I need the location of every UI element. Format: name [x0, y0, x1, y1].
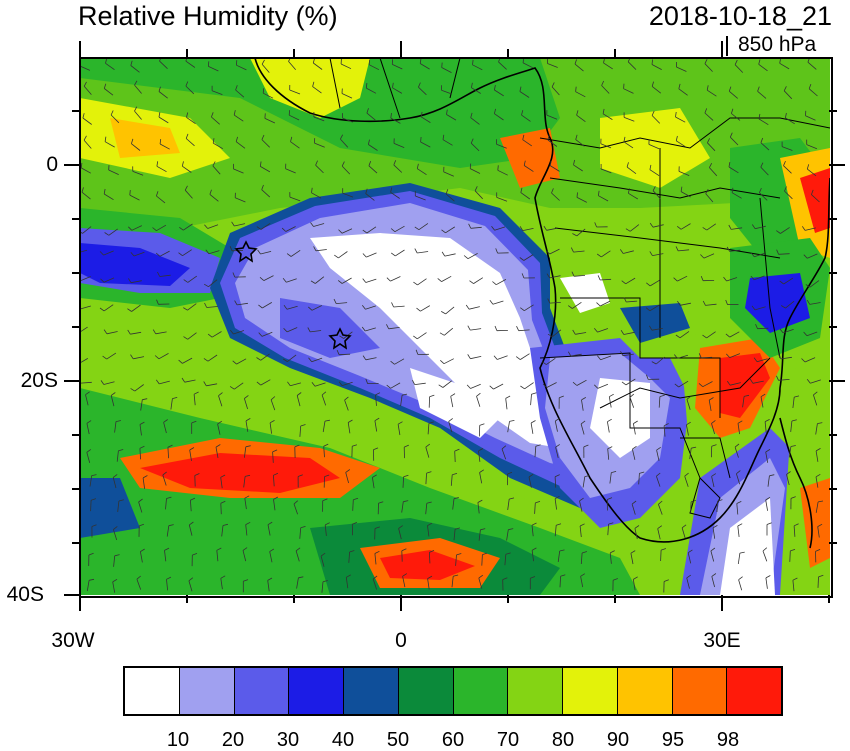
colorbar: [123, 666, 783, 716]
y-label-40s: 40S: [0, 584, 44, 606]
colorbar-label: 90: [593, 729, 643, 751]
wind-barb-flag: [523, 58, 524, 63]
colorbar-box: [618, 668, 673, 714]
wind-barb: [339, 354, 350, 355]
colorbar-box: [399, 668, 454, 714]
colorbar-box: [727, 668, 781, 714]
level-tick-mark: [726, 36, 728, 56]
wind-barb-flag: [442, 63, 443, 68]
colorbar-label: 60: [428, 729, 478, 751]
wind-barb-flag: [470, 164, 471, 169]
colorbar-box: [454, 668, 509, 714]
wind-barb: [221, 503, 222, 514]
colorbar-label: 80: [538, 729, 588, 751]
colorbar-box: [344, 668, 399, 714]
wind-barb: [701, 357, 712, 358]
colorbar-label: 30: [263, 729, 313, 751]
wind-barb-flag: [577, 192, 578, 197]
colorbar-box: [235, 668, 290, 714]
x-label-0: 0: [361, 630, 441, 652]
wind-barb: [818, 577, 819, 588]
wind-barb: [691, 502, 692, 513]
wind-barb-flag: [498, 165, 499, 170]
wind-barb: [429, 552, 430, 563]
wind-barb-flag: [130, 190, 131, 195]
colorbar-box: [673, 668, 728, 714]
valid-time: 2018-10-18_21: [649, 0, 832, 32]
colorbar-label: 40: [318, 729, 368, 751]
y-label-20s: 20S: [8, 370, 58, 392]
map-canvas: [80, 58, 830, 595]
colorbar-box: [508, 668, 563, 714]
colorbar-label: 50: [373, 729, 423, 751]
wind-barb: [790, 551, 791, 562]
colorbar-box: [563, 668, 618, 714]
wind-barb: [661, 550, 662, 561]
wind-barb: [758, 328, 769, 329]
wind-barb: [91, 500, 92, 511]
colorbar-label: 20: [208, 729, 258, 751]
wind-barb-flag: [263, 88, 264, 93]
wind-barb-flag: [421, 137, 422, 142]
humidity-map: [80, 58, 830, 595]
y-label-0: 0: [8, 154, 58, 176]
colorbar-label: 10: [153, 729, 203, 751]
colorbar-box: [125, 668, 180, 714]
colorbar-label: 98: [703, 729, 753, 751]
x-label-30e: 30E: [682, 630, 762, 652]
x-label-30w: 30W: [33, 630, 113, 652]
colorbar-box: [289, 668, 344, 714]
colorbar-label: 95: [648, 729, 698, 751]
colorbar-label: 70: [483, 729, 533, 751]
wind-barb: [455, 451, 456, 462]
chart-title: Relative Humidity (%): [78, 0, 338, 32]
pressure-level: 850 hPa: [738, 33, 816, 57]
colorbar-box: [180, 668, 235, 714]
